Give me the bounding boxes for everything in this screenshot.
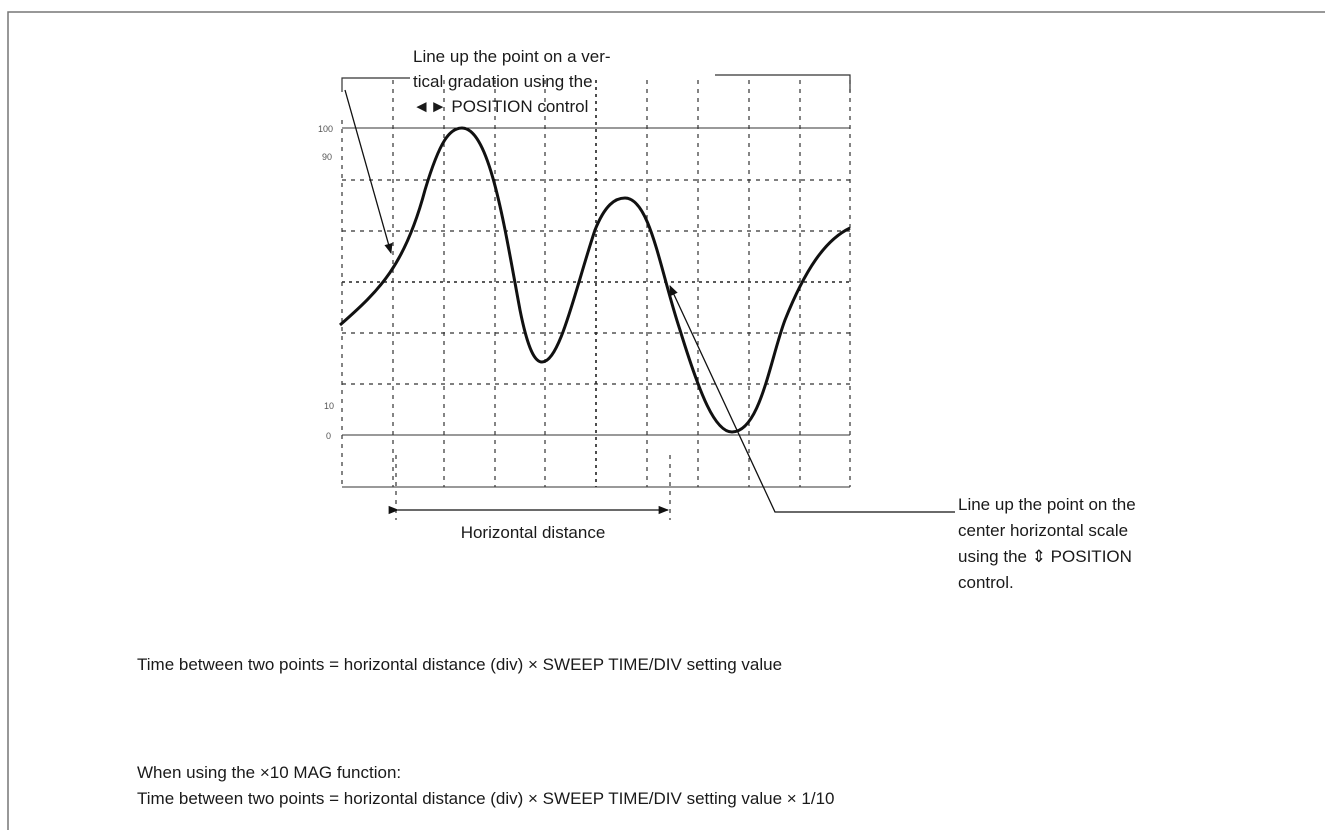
arrow xyxy=(344,89,393,255)
scale-label: 90 xyxy=(322,152,332,162)
formula: Time between two points = horizontal dis… xyxy=(137,655,782,674)
graticule xyxy=(341,80,851,488)
callout-text: ◄► POSITION control xyxy=(413,97,588,116)
callout-box xyxy=(341,74,851,92)
formula: Time between two points = horizontal dis… xyxy=(137,789,835,808)
callout-text: control. xyxy=(958,573,1014,592)
formula-heading: When using the ×10 MAG function: xyxy=(137,763,401,782)
waveform xyxy=(339,126,851,434)
callout-text: Line up the point on the xyxy=(958,495,1136,514)
callout-text: center horizontal scale xyxy=(958,521,1128,540)
scale-label: 100 xyxy=(318,124,333,134)
scale-label: 0 xyxy=(326,431,331,441)
callout-text: Line up the point on a ver- xyxy=(413,47,611,66)
callout-text: using the ⇕ POSITION xyxy=(958,547,1132,566)
arrow xyxy=(669,285,955,513)
dimension-label: Horizontal distance xyxy=(461,523,606,542)
callout-text: tical gradation using the xyxy=(413,72,593,91)
scale-label: 10 xyxy=(324,401,334,411)
frame xyxy=(7,11,1325,830)
